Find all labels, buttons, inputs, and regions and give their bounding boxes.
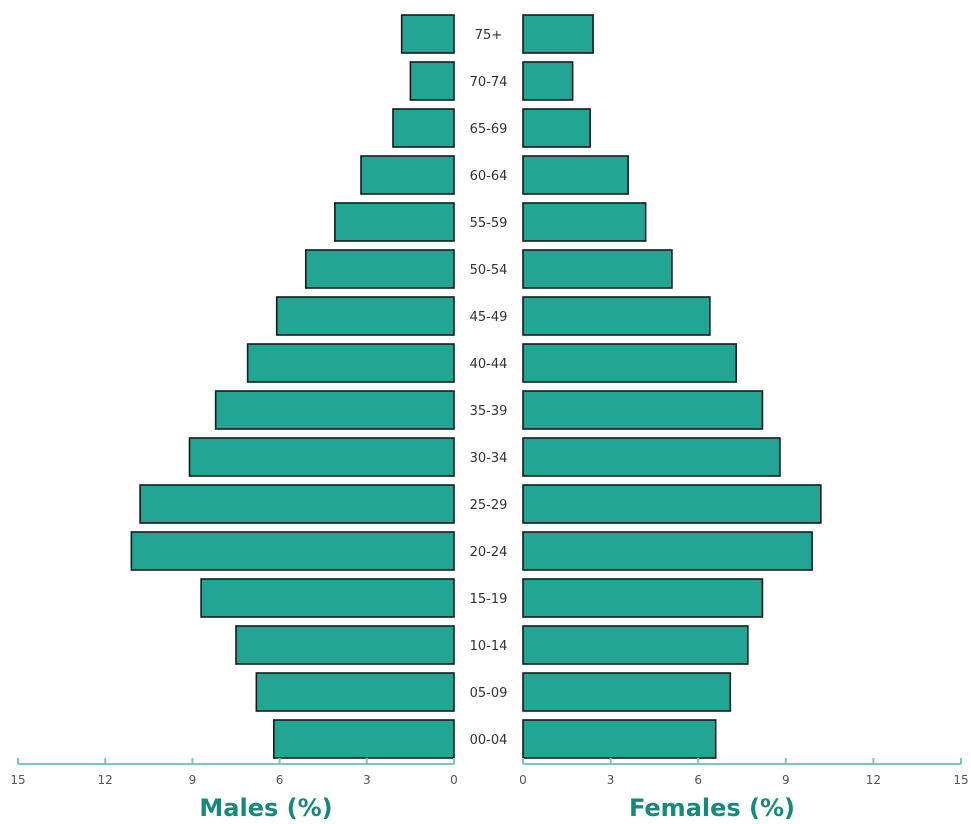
females-x-axis: 0 3 6 9 12 15 <box>519 758 969 787</box>
age-label-15-19: 15-19 <box>470 592 508 607</box>
male-bar-35-39 <box>214 390 455 430</box>
males-bars-group <box>130 14 455 759</box>
males-tick-label-15: 15 <box>10 773 25 787</box>
age-label-35-39: 35-39 <box>470 404 508 419</box>
female-bar-15-19 <box>522 578 764 618</box>
female-bar-10-14 <box>522 625 749 665</box>
males-tick-label-12: 12 <box>98 773 113 787</box>
males-axis-title: Males (%) <box>199 794 332 822</box>
male-bar-70-74 <box>409 61 455 101</box>
age-label-70-74: 70-74 <box>470 75 508 90</box>
female-bar-30-34 <box>522 437 781 477</box>
females-tick-label-3: 3 <box>607 773 615 787</box>
females-bars-group <box>522 14 822 759</box>
female-bar-35-39 <box>522 390 764 430</box>
male-bar-55-59 <box>334 202 455 242</box>
females-tick-label-15: 15 <box>953 773 968 787</box>
age-label-75+: 75+ <box>475 28 502 43</box>
age-label-40-44: 40-44 <box>470 357 508 372</box>
female-bar-05-09 <box>522 672 732 712</box>
male-bar-45-49 <box>275 296 455 336</box>
female-bar-45-49 <box>522 296 711 336</box>
females-tick-label-6: 6 <box>694 773 702 787</box>
age-label-45-49: 45-49 <box>470 310 508 325</box>
males-tick-label-3: 3 <box>363 773 371 787</box>
female-bar-70-74 <box>522 61 574 101</box>
age-group-labels: 00-04 05-09 10-14 15-19 20-24 25-29 30-34 35-39… <box>470 28 508 748</box>
female-bar-75+ <box>522 14 594 54</box>
male-bar-40-44 <box>246 343 455 383</box>
male-bar-75+ <box>400 14 455 54</box>
males-tick-label-6: 6 <box>276 773 284 787</box>
male-bar-05-09 <box>255 672 455 712</box>
females-tick-label-0: 0 <box>519 773 527 787</box>
age-label-05-09: 05-09 <box>470 686 508 701</box>
age-label-25-29: 25-29 <box>470 498 508 513</box>
female-bar-55-59 <box>522 202 647 242</box>
female-bar-40-44 <box>522 343 737 383</box>
female-bar-25-29 <box>522 484 822 524</box>
male-bar-00-04 <box>272 719 455 759</box>
females-axis-title: Females (%) <box>629 794 795 822</box>
age-label-10-14: 10-14 <box>470 639 508 654</box>
male-bar-60-64 <box>360 155 455 195</box>
males-x-axis: 0 3 6 9 12 15 <box>10 758 458 787</box>
male-bar-20-24 <box>130 531 455 571</box>
age-label-20-24: 20-24 <box>470 545 508 560</box>
females-tick-label-9: 9 <box>782 773 790 787</box>
age-label-60-64: 60-64 <box>470 169 508 184</box>
females-tick-label-12: 12 <box>866 773 881 787</box>
male-bar-65-69 <box>392 108 455 148</box>
male-bar-25-29 <box>139 484 455 524</box>
female-bar-20-24 <box>522 531 813 571</box>
age-label-30-34: 30-34 <box>470 451 508 466</box>
male-bar-10-14 <box>235 625 455 665</box>
female-bar-60-64 <box>522 155 629 195</box>
female-bar-00-04 <box>522 719 717 759</box>
male-bar-30-34 <box>188 437 455 477</box>
age-label-65-69: 65-69 <box>470 122 508 137</box>
males-tick-label-0: 0 <box>450 773 458 787</box>
males-tick-label-9: 9 <box>189 773 197 787</box>
female-bar-65-69 <box>522 108 591 148</box>
age-label-00-04: 00-04 <box>470 733 508 748</box>
male-bar-50-54 <box>304 249 455 289</box>
age-label-50-54: 50-54 <box>470 263 508 278</box>
male-bar-15-19 <box>200 578 455 618</box>
age-label-55-59: 55-59 <box>470 216 508 231</box>
female-bar-50-54 <box>522 249 673 289</box>
